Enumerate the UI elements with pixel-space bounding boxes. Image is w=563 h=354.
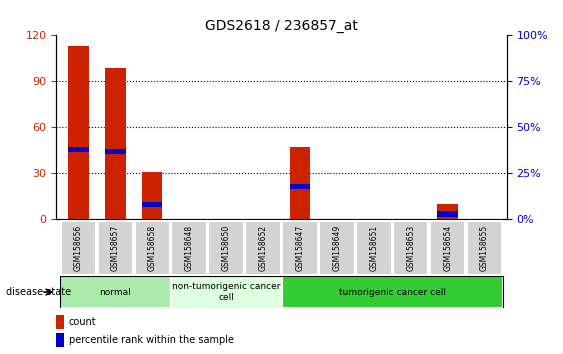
- Bar: [437, 204, 458, 219]
- Text: GSM158651: GSM158651: [369, 225, 378, 271]
- Bar: [105, 68, 126, 219]
- Text: GSM158648: GSM158648: [185, 225, 194, 271]
- Text: GSM158649: GSM158649: [332, 225, 341, 271]
- Text: GSM158653: GSM158653: [406, 225, 415, 271]
- FancyBboxPatch shape: [172, 221, 207, 275]
- Text: tumorigenic cancer cell: tumorigenic cancer cell: [339, 287, 446, 297]
- Text: count: count: [69, 318, 96, 327]
- Text: GSM158657: GSM158657: [111, 225, 120, 271]
- Text: normal: normal: [100, 287, 131, 297]
- FancyBboxPatch shape: [97, 221, 133, 275]
- FancyBboxPatch shape: [282, 276, 503, 308]
- Text: GSM158650: GSM158650: [222, 225, 231, 271]
- Text: non-tumorigenic cancer
cell: non-tumorigenic cancer cell: [172, 282, 280, 302]
- Text: GSM158655: GSM158655: [480, 225, 489, 271]
- Bar: [142, 172, 163, 219]
- Text: GSM158647: GSM158647: [296, 225, 305, 271]
- Bar: [56, 333, 64, 347]
- FancyBboxPatch shape: [245, 221, 281, 275]
- Text: GSM158652: GSM158652: [258, 225, 267, 271]
- FancyBboxPatch shape: [60, 276, 171, 308]
- FancyBboxPatch shape: [135, 221, 170, 275]
- Text: GSM158656: GSM158656: [74, 225, 83, 271]
- Bar: [56, 315, 64, 329]
- FancyBboxPatch shape: [319, 221, 355, 275]
- Text: GSM158654: GSM158654: [443, 225, 452, 271]
- FancyBboxPatch shape: [208, 221, 244, 275]
- Bar: [437, 211, 458, 217]
- FancyBboxPatch shape: [61, 221, 96, 275]
- FancyBboxPatch shape: [430, 221, 466, 275]
- FancyBboxPatch shape: [171, 276, 282, 308]
- Bar: [290, 147, 310, 219]
- Text: percentile rank within the sample: percentile rank within the sample: [69, 335, 234, 345]
- Bar: [105, 149, 126, 154]
- FancyBboxPatch shape: [393, 221, 428, 275]
- Bar: [290, 184, 310, 189]
- Bar: [68, 147, 88, 152]
- Title: GDS2618 / 236857_at: GDS2618 / 236857_at: [205, 19, 358, 33]
- FancyBboxPatch shape: [282, 221, 318, 275]
- FancyBboxPatch shape: [467, 221, 502, 275]
- Text: GSM158658: GSM158658: [148, 225, 157, 271]
- Bar: [142, 202, 163, 207]
- Text: disease state: disease state: [6, 287, 71, 297]
- Bar: [68, 46, 88, 219]
- FancyBboxPatch shape: [356, 221, 391, 275]
